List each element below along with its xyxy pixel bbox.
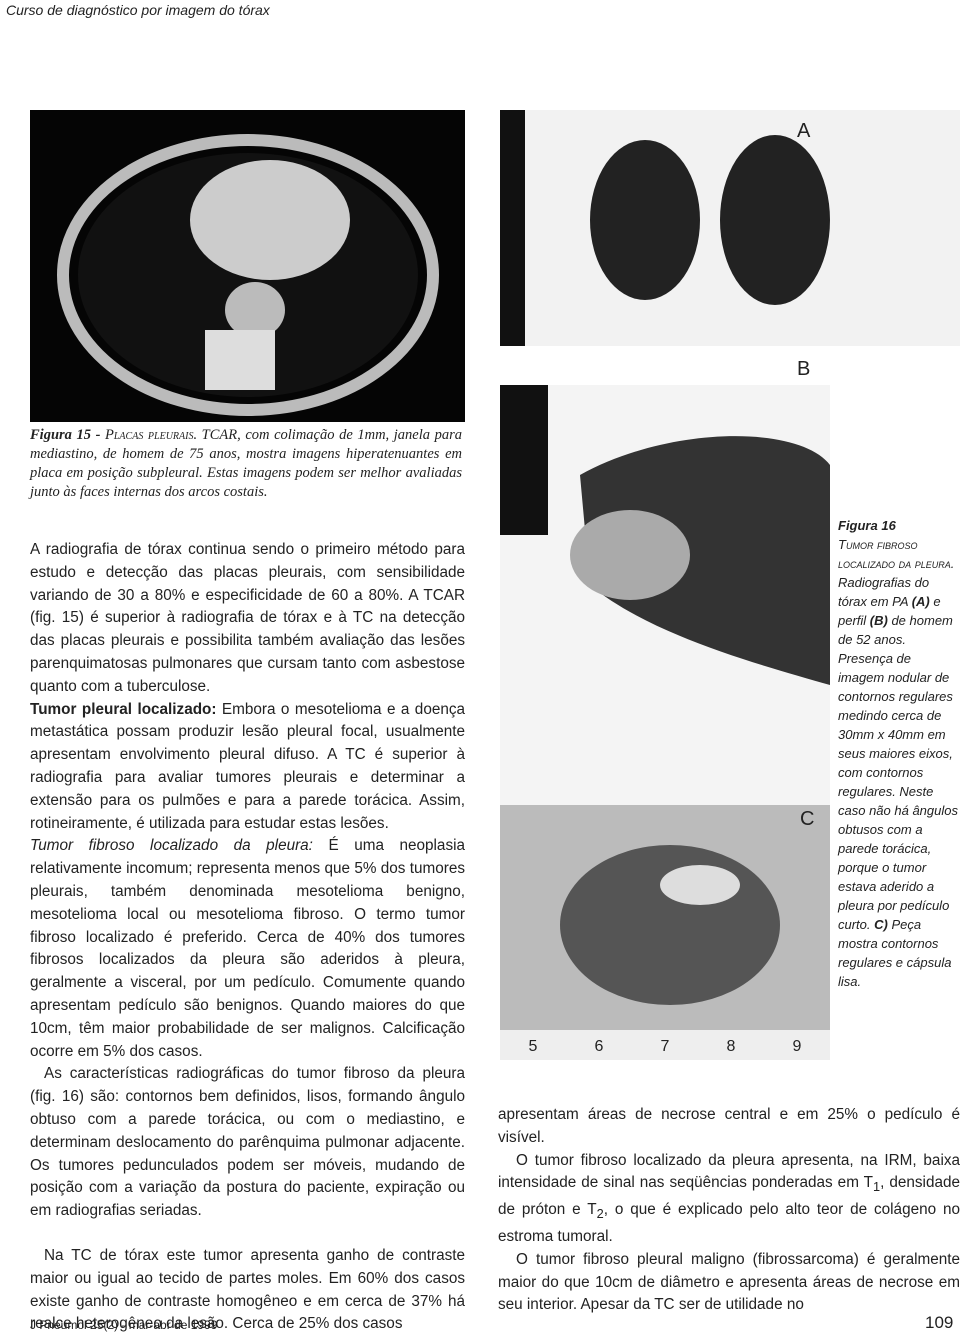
lung-left	[590, 140, 700, 300]
paragraph: O tumor fibroso pleural maligno (fibross…	[498, 1250, 960, 1314]
ruler-label: 7	[660, 1038, 670, 1055]
figure16-caption: Figura 16 Tumor fibroso localizado da ple…	[838, 516, 960, 991]
caption-label: Figura 15 -	[30, 427, 106, 443]
panel-label: A	[797, 120, 811, 142]
specimen-photo: 5 6 7 8 9	[500, 805, 830, 1060]
lead: Tumor fibroso localizado da pleura:	[30, 837, 313, 855]
paragraph: apresentam áreas de necrose central e em…	[498, 1106, 960, 1146]
ruler-labels: 5 6 7 8 9	[500, 1038, 830, 1056]
paragraph: As características radiográficas do tumo…	[30, 1065, 465, 1220]
figure15-caption: Figura 15 - Placas pleurais. TCAR, com c…	[30, 426, 462, 502]
ct-aorta	[225, 282, 285, 338]
text: O tumor fibroso localizado da pleura apr…	[498, 1151, 960, 1192]
panel-label: C	[800, 808, 815, 830]
caption-title: Tumor fibroso localizado da pleura.	[838, 537, 955, 571]
subscript: 2	[596, 1206, 604, 1222]
ct-ribs	[57, 134, 439, 416]
left-column: A radiografia de tórax continua sendo o …	[30, 539, 465, 1336]
ct-spine	[205, 330, 275, 390]
specimen	[560, 845, 780, 1005]
specimen-drawing	[500, 845, 830, 1060]
paragraph: O tumor fibroso localizado da pleura apr…	[498, 1150, 960, 1249]
paragraph: Tumor pleural localizado: Embora o mesot…	[30, 699, 465, 836]
right-column: apresentam áreas de necrose central e em…	[498, 1104, 960, 1317]
running-header: Curso de diagnóstico por imagem do tórax	[6, 2, 270, 18]
ct-heart	[190, 160, 350, 280]
ruler	[500, 1030, 830, 1060]
film-edge	[500, 110, 525, 346]
ct-drawing	[57, 134, 439, 416]
ruler-label: 6	[594, 1038, 604, 1055]
text: É uma neoplasia relativamente incomum; r…	[30, 837, 465, 1060]
caption-text: e perfil	[838, 594, 941, 628]
caption-text: (B)	[869, 613, 888, 628]
xray-pa	[500, 110, 960, 346]
caption-text: de homem de 52 anos. Presença de imagem …	[838, 613, 958, 932]
nodule	[570, 510, 690, 600]
caption-text: Radiografias do tórax em PA	[838, 575, 930, 609]
panel-label: B	[797, 358, 811, 380]
caption-text: C)	[874, 917, 888, 932]
ruler-label: 8	[726, 1038, 736, 1055]
paragraph: Na TC de tórax este tumor apresenta ganh…	[30, 1246, 465, 1333]
text: , densidade de próton e T	[498, 1174, 960, 1219]
xray-lateral	[500, 385, 830, 805]
lung-field	[580, 436, 830, 685]
subscript: 1	[873, 1179, 881, 1195]
ct-image	[30, 110, 465, 422]
page-number: 109	[925, 1313, 954, 1332]
xray-lateral-drawing	[500, 385, 830, 685]
paragraph: A radiografia de tórax continua sendo o …	[30, 541, 465, 695]
specimen-highlight	[660, 865, 740, 905]
paragraph: Tumor fibroso localizado da pleura: É um…	[30, 835, 465, 1063]
caption-label: Figura 16	[838, 518, 896, 533]
caption-text: (A)	[911, 594, 930, 609]
caption-text: TCAR, com colimação de 1mm, janela para …	[30, 427, 462, 500]
lung-right	[720, 135, 830, 305]
caption-title: Placas pleurais.	[105, 427, 198, 443]
lead: Tumor pleural localizado:	[30, 700, 217, 718]
ruler-label: 9	[792, 1038, 802, 1055]
ruler-label: 5	[528, 1038, 538, 1055]
text: Embora o mesotelioma e a doença metastát…	[30, 700, 465, 832]
footer-journal: J Pneumol 25(2) - mar-abr de 1999	[30, 1318, 218, 1332]
xray-pa-drawing	[500, 110, 830, 346]
film-edge	[500, 385, 548, 535]
caption-text: Peça mostra contornos regulares e cápsul…	[838, 917, 952, 989]
text: , o que é explicado pelo alto teor de co…	[498, 1201, 960, 1246]
